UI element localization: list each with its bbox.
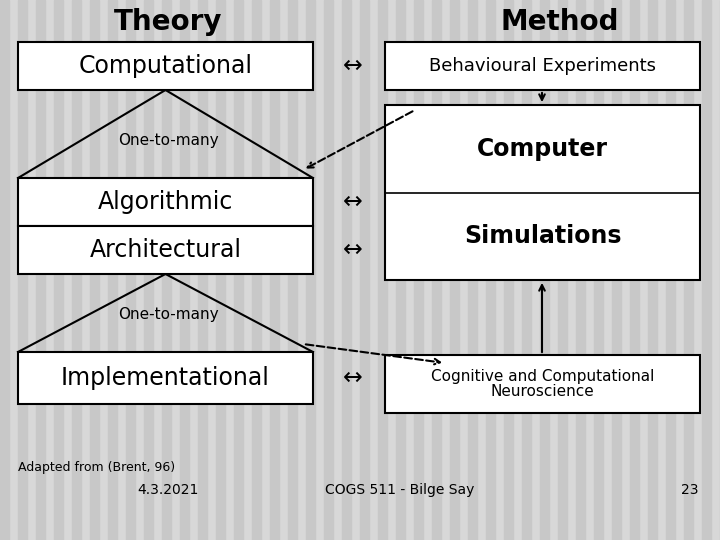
Text: ↔: ↔ xyxy=(343,366,363,390)
Bar xyxy=(216,0,225,540)
Bar xyxy=(198,0,207,540)
Bar xyxy=(612,0,621,540)
Text: Computational: Computational xyxy=(78,54,253,78)
Bar xyxy=(396,0,405,540)
Bar xyxy=(360,0,369,540)
Bar xyxy=(180,0,189,540)
Text: Theory: Theory xyxy=(114,8,222,36)
Bar xyxy=(414,0,423,540)
Bar xyxy=(468,0,477,540)
Bar xyxy=(504,0,513,540)
Text: 23: 23 xyxy=(681,483,698,497)
Bar xyxy=(54,0,63,540)
Text: Cognitive and Computational: Cognitive and Computational xyxy=(431,369,654,384)
Bar xyxy=(666,0,675,540)
Text: ↔: ↔ xyxy=(343,190,363,214)
Text: Implementational: Implementational xyxy=(61,366,270,390)
Bar xyxy=(0,0,9,540)
Bar xyxy=(18,226,313,274)
Bar xyxy=(324,0,333,540)
Text: Adapted from (Brent, 96): Adapted from (Brent, 96) xyxy=(18,462,175,475)
Text: Architectural: Architectural xyxy=(89,238,241,262)
Bar xyxy=(385,42,700,90)
Text: One-to-many: One-to-many xyxy=(117,307,218,322)
Bar xyxy=(594,0,603,540)
Bar xyxy=(630,0,639,540)
Bar xyxy=(270,0,279,540)
Text: One-to-many: One-to-many xyxy=(117,132,218,147)
Bar xyxy=(486,0,495,540)
Text: Method: Method xyxy=(500,8,619,36)
Text: ↔: ↔ xyxy=(343,238,363,262)
Text: 4.3.2021: 4.3.2021 xyxy=(138,483,199,497)
Bar xyxy=(90,0,99,540)
Text: ↔: ↔ xyxy=(343,54,363,78)
Bar xyxy=(252,0,261,540)
Bar xyxy=(342,0,351,540)
Bar xyxy=(432,0,441,540)
Text: Neuroscience: Neuroscience xyxy=(490,384,595,400)
Bar xyxy=(108,0,117,540)
Bar xyxy=(234,0,243,540)
Bar xyxy=(522,0,531,540)
Bar xyxy=(378,0,387,540)
Bar xyxy=(576,0,585,540)
Bar xyxy=(306,0,315,540)
Text: Behavioural Experiments: Behavioural Experiments xyxy=(429,57,656,75)
Text: COGS 511 - Bilge Say: COGS 511 - Bilge Say xyxy=(325,483,474,497)
Bar xyxy=(162,0,171,540)
Bar xyxy=(18,0,27,540)
Bar xyxy=(18,178,313,226)
Bar xyxy=(144,0,153,540)
Text: Computer: Computer xyxy=(477,137,608,161)
Bar xyxy=(126,0,135,540)
Text: Simulations: Simulations xyxy=(464,224,621,248)
Bar xyxy=(684,0,693,540)
Bar xyxy=(72,0,81,540)
Bar xyxy=(18,352,313,404)
Bar xyxy=(385,355,700,413)
Bar xyxy=(18,42,313,90)
Text: Algorithmic: Algorithmic xyxy=(98,190,233,214)
Bar xyxy=(36,0,45,540)
Bar xyxy=(702,0,711,540)
Bar xyxy=(540,0,549,540)
Bar xyxy=(450,0,459,540)
Bar xyxy=(558,0,567,540)
Bar xyxy=(288,0,297,540)
Bar xyxy=(648,0,657,540)
Bar xyxy=(385,105,700,280)
